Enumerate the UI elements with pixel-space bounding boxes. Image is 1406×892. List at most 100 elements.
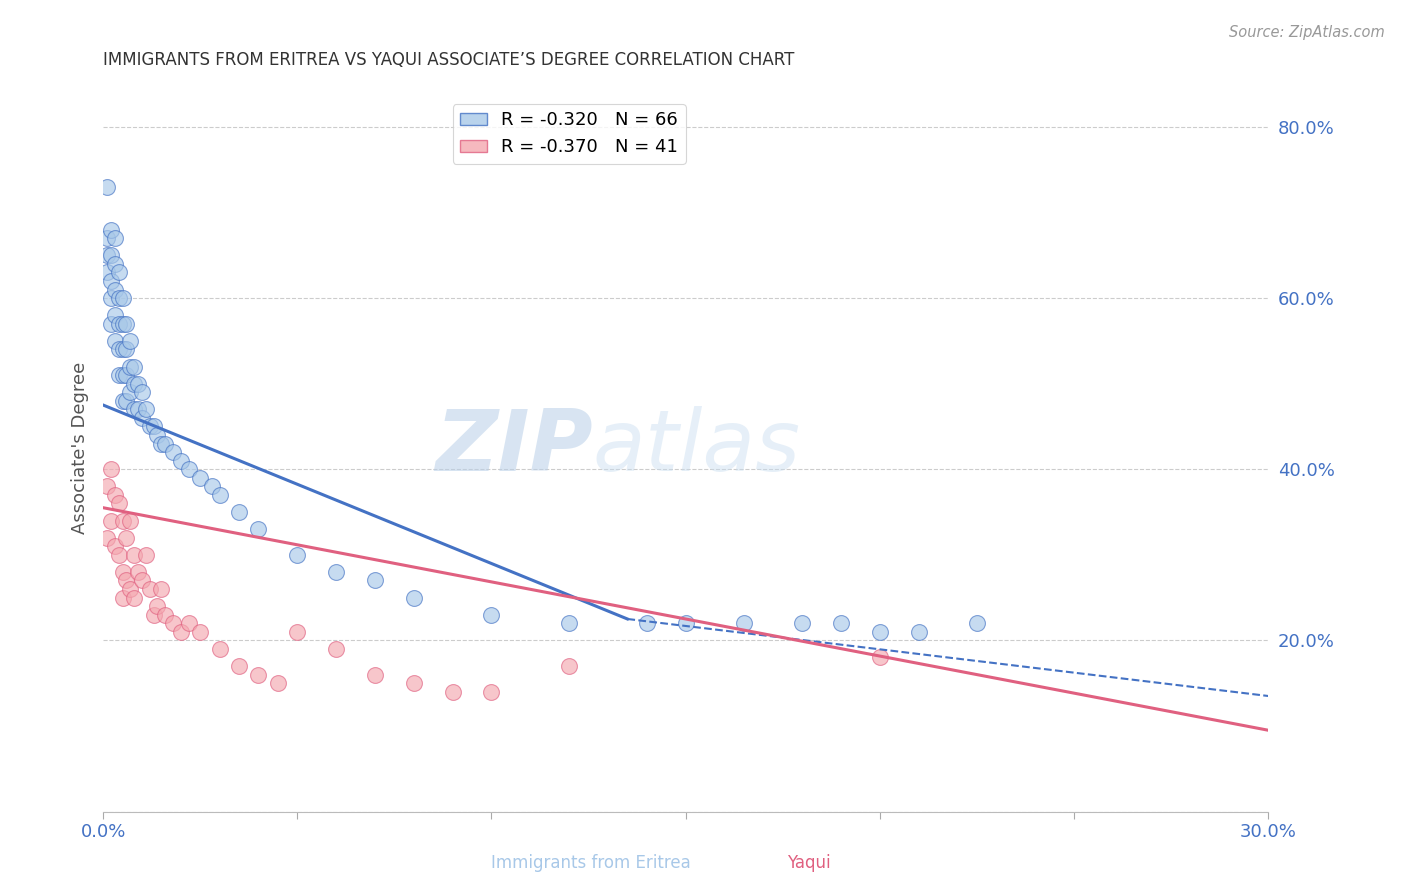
Point — [188, 624, 211, 639]
Point — [107, 317, 129, 331]
Point — [402, 591, 425, 605]
Point — [111, 343, 134, 357]
Point — [830, 616, 852, 631]
Point — [208, 488, 231, 502]
Point — [733, 616, 755, 631]
Point — [115, 343, 138, 357]
Point — [96, 248, 118, 262]
Point — [120, 514, 142, 528]
Point — [481, 607, 503, 622]
Point — [115, 574, 138, 588]
Point — [155, 607, 177, 622]
Point — [285, 548, 308, 562]
Point — [146, 428, 169, 442]
Point — [285, 624, 308, 639]
Point — [111, 591, 134, 605]
Point — [107, 496, 129, 510]
Point — [170, 453, 193, 467]
Point — [115, 393, 138, 408]
Point — [558, 659, 581, 673]
Point — [127, 565, 149, 579]
Point — [150, 436, 173, 450]
Point — [208, 641, 231, 656]
Point — [122, 591, 145, 605]
Point — [100, 462, 122, 476]
Point — [104, 308, 127, 322]
Point — [107, 343, 129, 357]
Point — [177, 462, 200, 476]
Point — [107, 548, 129, 562]
Point — [111, 565, 134, 579]
Point — [162, 445, 184, 459]
Point — [122, 402, 145, 417]
Point — [104, 334, 127, 348]
Point — [869, 624, 891, 639]
Point — [869, 650, 891, 665]
Point — [111, 393, 134, 408]
Point — [107, 265, 129, 279]
Point — [127, 376, 149, 391]
Point — [104, 539, 127, 553]
Point — [115, 317, 138, 331]
Point — [127, 402, 149, 417]
Point — [120, 334, 142, 348]
Point — [100, 222, 122, 236]
Point — [155, 436, 177, 450]
Point — [364, 574, 387, 588]
Point — [146, 599, 169, 614]
Text: IMMIGRANTS FROM ERITREA VS YAQUI ASSOCIATE’S DEGREE CORRELATION CHART: IMMIGRANTS FROM ERITREA VS YAQUI ASSOCIA… — [103, 51, 794, 69]
Point — [267, 676, 290, 690]
Point — [96, 265, 118, 279]
Point — [107, 291, 129, 305]
Text: Source: ZipAtlas.com: Source: ZipAtlas.com — [1229, 25, 1385, 40]
Point — [201, 479, 224, 493]
Point — [120, 359, 142, 374]
Point — [100, 291, 122, 305]
Point — [111, 291, 134, 305]
Point — [135, 402, 157, 417]
Point — [111, 368, 134, 382]
Point — [96, 231, 118, 245]
Text: atlas: atlas — [592, 407, 800, 490]
Point — [96, 531, 118, 545]
Point — [228, 659, 250, 673]
Point — [402, 676, 425, 690]
Point — [138, 582, 160, 596]
Point — [122, 548, 145, 562]
Point — [122, 376, 145, 391]
Point — [966, 616, 988, 631]
Point — [481, 684, 503, 698]
Text: Yaqui: Yaqui — [786, 855, 831, 872]
Point — [325, 641, 347, 656]
Point — [100, 274, 122, 288]
Point — [558, 616, 581, 631]
Point — [111, 317, 134, 331]
Point — [636, 616, 658, 631]
Point — [907, 624, 929, 639]
Point — [441, 684, 464, 698]
Point — [325, 565, 347, 579]
Point — [131, 574, 153, 588]
Point — [135, 548, 157, 562]
Text: ZIP: ZIP — [434, 407, 592, 490]
Point — [247, 522, 270, 536]
Point — [115, 368, 138, 382]
Point — [96, 479, 118, 493]
Point — [228, 505, 250, 519]
Text: Immigrants from Eritrea: Immigrants from Eritrea — [491, 855, 690, 872]
Point — [364, 667, 387, 681]
Point — [177, 616, 200, 631]
Point — [150, 582, 173, 596]
Point — [131, 385, 153, 400]
Y-axis label: Associate's Degree: Associate's Degree — [72, 361, 89, 534]
Point — [96, 179, 118, 194]
Point — [111, 514, 134, 528]
Point — [120, 385, 142, 400]
Point — [104, 488, 127, 502]
Point — [100, 317, 122, 331]
Point — [162, 616, 184, 631]
Point — [100, 248, 122, 262]
Point — [104, 231, 127, 245]
Point — [100, 514, 122, 528]
Point — [107, 368, 129, 382]
